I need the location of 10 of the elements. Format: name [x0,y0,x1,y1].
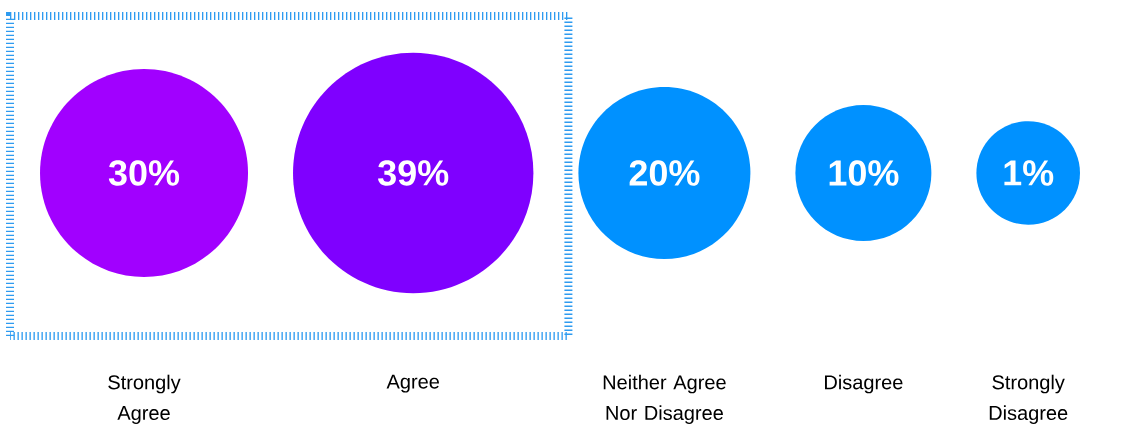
data-label: 10% [829,160,899,186]
category-label: Disagree [825,374,903,394]
data-label: 39% [378,160,449,186]
category-label: Neither Agree Nor Disagree [603,374,726,424]
data-label: 1% [1004,160,1054,186]
category-label: Strongly Disagree [989,374,1068,424]
category-label: Agree [386,374,439,393]
data-label: 30% [108,160,180,186]
category-label: Strongly Agree [108,374,181,424]
data-label: 20% [629,160,700,186]
